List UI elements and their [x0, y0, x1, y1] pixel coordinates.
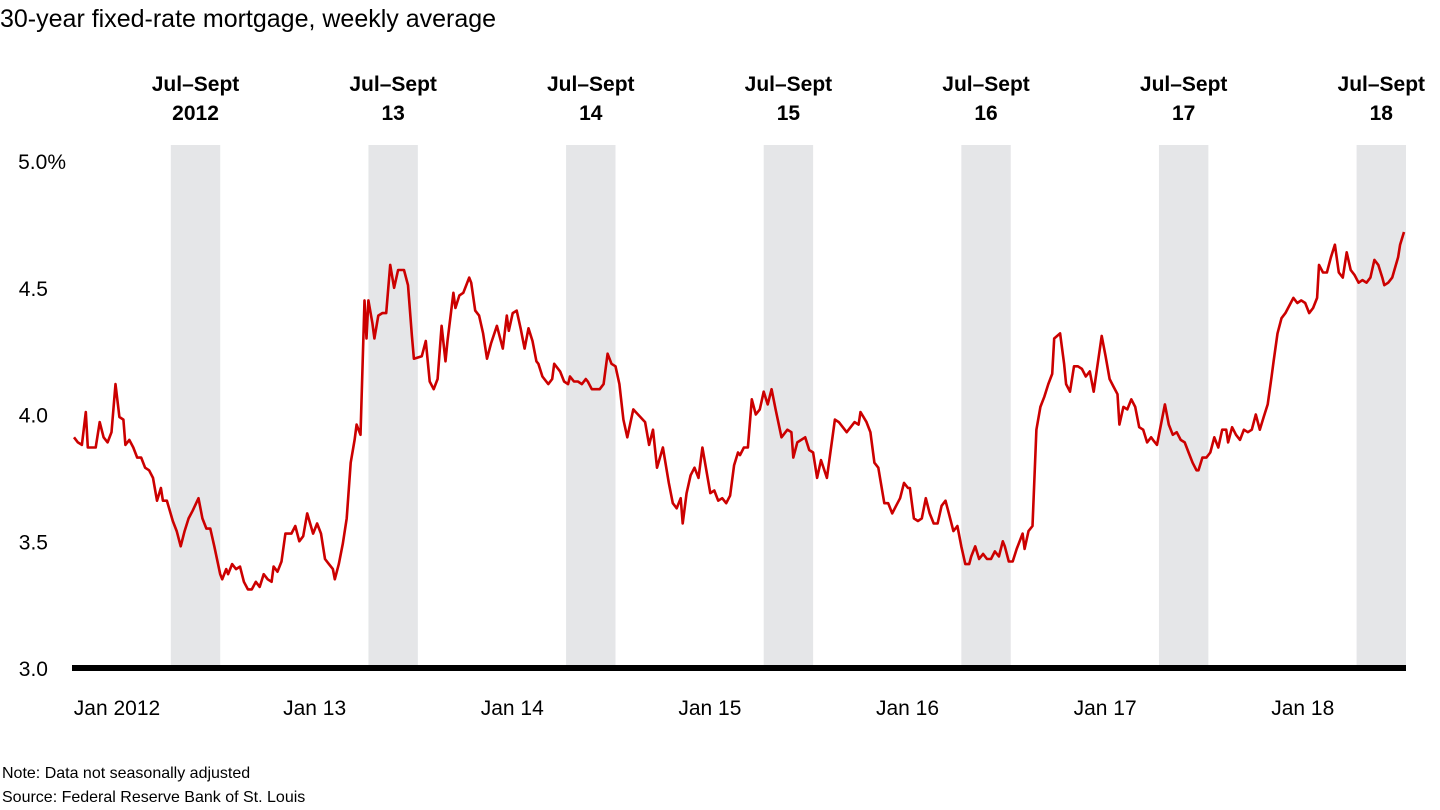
note-text: Note: Data not seasonally adjusted: [2, 765, 250, 782]
shaded-period-2012: [170, 145, 221, 668]
shaded-period-label-line2: 18: [1370, 102, 1394, 125]
shaded-period-label-line1: Jul–Sept: [1338, 73, 1426, 96]
shaded-periods: [170, 145, 1406, 668]
shaded-period-18: [1356, 145, 1406, 668]
shaded-period-14: [566, 145, 616, 668]
shaded-period-labels: Jul–Sept 2012 Jul–Sept 13 Jul–Sept 14 Jul–Sept…: [152, 73, 1425, 125]
x-tick-label: Jan 14: [481, 697, 544, 720]
shaded-period-13: [368, 145, 418, 668]
shaded-period-label-line2: 16: [974, 102, 997, 125]
shaded-period-label-line2: 15: [777, 102, 801, 125]
y-tick-label: 3.0: [19, 658, 48, 681]
shaded-period-label-line2: 13: [381, 102, 404, 125]
series-line: [72, 231, 1406, 591]
shaded-period-17: [1158, 145, 1209, 668]
shaded-period-label-line1: Jul–Sept: [152, 73, 240, 96]
shaded-period-label-line1: Jul–Sept: [942, 73, 1030, 96]
shaded-period-16: [961, 145, 1011, 668]
x-tick-label: Jan 18: [1271, 697, 1334, 720]
y-axis: 3.0 3.5 4.0 4.5 5.0%: [18, 151, 66, 681]
source-text: Source: Federal Reserve Bank of St. Loui…: [2, 789, 305, 806]
x-tick-label: Jan 16: [876, 697, 939, 720]
y-tick-label: 4.5: [19, 278, 48, 301]
x-tick-label: Jan 15: [678, 697, 741, 720]
y-tick-label: 4.0: [19, 405, 48, 428]
shaded-period-label-line1: Jul–Sept: [745, 73, 833, 96]
shaded-period-label-line1: Jul–Sept: [349, 73, 437, 96]
shaded-period-label-line1: Jul–Sept: [1140, 73, 1228, 96]
shaded-period-15: [763, 145, 814, 668]
shaded-period-label-line2: 17: [1172, 102, 1195, 125]
y-tick-label: 5.0%: [18, 151, 66, 174]
series-group: [72, 231, 1406, 591]
x-tick-label: Jan 2012: [74, 697, 160, 720]
shaded-period-label-line2: 2012: [172, 102, 219, 125]
x-axis: Jan 2012 Jan 13 Jan 14 Jan 15 Jan 16 Jan 17 Ja…: [74, 697, 1335, 720]
shaded-period-label-line1: Jul–Sept: [547, 73, 635, 96]
shaded-period-label-line2: 14: [579, 102, 603, 125]
chart-title: 30-year fixed-rate mortgage, weekly aver…: [0, 5, 496, 33]
y-tick-label: 3.5: [19, 531, 48, 554]
x-tick-label: Jan 13: [283, 697, 346, 720]
x-tick-label: Jan 17: [1074, 697, 1137, 720]
